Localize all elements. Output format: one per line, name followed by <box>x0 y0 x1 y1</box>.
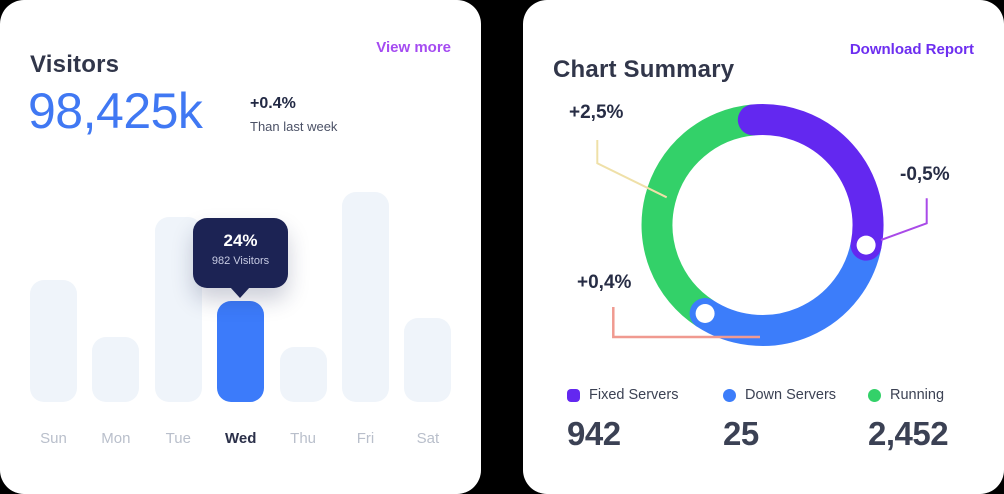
bar-wed[interactable] <box>217 301 265 402</box>
bar-mon[interactable] <box>92 337 140 402</box>
segment-down-servers[interactable] <box>689 229 882 346</box>
annotation-fixed: -0,5% <box>900 164 950 185</box>
legend-swatch-fixed <box>567 388 580 402</box>
visitors-metric-delta: +0.4% <box>250 95 296 112</box>
annotation-line-running <box>596 140 668 199</box>
segment-running[interactable] <box>641 104 756 327</box>
legend-swatch-down <box>723 388 736 402</box>
visitors-title: Visitors <box>30 50 120 78</box>
segment-fixed-servers[interactable] <box>737 104 884 261</box>
legend-value-down: 25 <box>723 415 759 452</box>
day-label-thu: Thu <box>290 430 317 447</box>
day-label-mon: Mon <box>101 430 131 447</box>
annotation-down: +0,4% <box>577 272 632 293</box>
download-report-link[interactable]: Download Report <box>849 41 974 58</box>
marker-dot-down <box>695 304 715 323</box>
legend-label-fixed: Fixed Servers <box>589 387 679 403</box>
bar-fri[interactable] <box>342 192 389 402</box>
visitors-metric-value: 98,425k <box>28 83 203 139</box>
legend-value-fixed: 942 <box>567 415 621 452</box>
bar-sat[interactable] <box>404 318 452 402</box>
day-label-wed: Wed <box>224 430 257 447</box>
day-label-fri: Fri <box>356 430 375 447</box>
annotation-line-down <box>612 307 760 339</box>
visitors-card: Visitors View more 98,425k +0.4% Than la… <box>0 0 481 494</box>
tooltip-caption: 982 Visitors <box>211 255 270 267</box>
day-label-sat: Sat <box>416 430 440 447</box>
donut-chart <box>596 104 928 346</box>
chart-summary-title: Chart Summary <box>553 55 735 83</box>
day-label-tue: Tue <box>165 430 191 447</box>
tooltip: 24% 982 Visitors <box>193 218 288 298</box>
view-more-link[interactable]: View more <box>376 39 451 56</box>
legend-value-running: 2,452 <box>868 415 949 452</box>
legend-label-running: Running <box>890 387 945 403</box>
tooltip-pointer-icon <box>230 287 250 298</box>
annotation-line-fixed <box>880 198 928 241</box>
legend-label-down: Down Servers <box>745 387 837 403</box>
annotation-running: +2,5% <box>569 102 624 123</box>
day-label-sun: Sun <box>40 430 67 447</box>
bar-thu[interactable] <box>279 347 327 402</box>
visitors-metric-caption: Than last week <box>250 119 338 134</box>
legend-item-down-servers: Down Servers 25 <box>723 387 836 453</box>
marker-dot-fixed <box>856 235 876 255</box>
bar-sun[interactable] <box>30 280 77 402</box>
chart-summary-card: Chart Summary Download Report +2,5% -0,5… <box>523 0 1004 494</box>
legend-item-running: Running 2,452 <box>868 387 949 453</box>
legend-swatch-running <box>868 388 881 402</box>
tooltip-percent: 24% <box>223 231 258 250</box>
legend-item-fixed-servers: Fixed Servers 942 <box>567 387 678 453</box>
